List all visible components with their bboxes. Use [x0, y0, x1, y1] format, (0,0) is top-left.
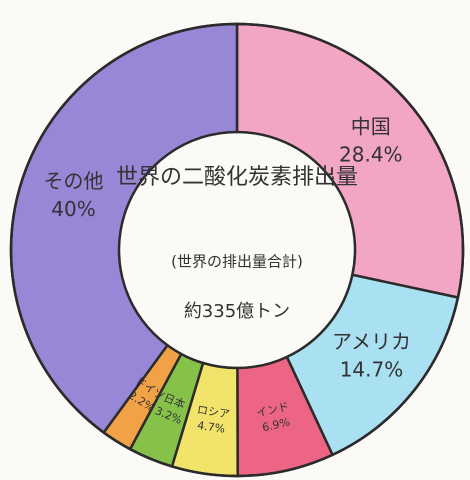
value-label: 28.4%: [339, 142, 403, 166]
value-label: 6.9%: [261, 416, 291, 435]
value-label: 14.7%: [340, 358, 404, 382]
center-total: 約335億トン: [184, 301, 290, 322]
value-label: 40%: [51, 197, 95, 221]
segment-label: その他: [43, 169, 103, 193]
segment-label: 中国: [351, 114, 391, 138]
segment-label: ロシア: [196, 403, 231, 421]
center-title: 世界の二酸化炭素排出量: [116, 165, 358, 190]
segment-label: アメリカ: [332, 330, 411, 354]
value-label: 4.7%: [196, 419, 226, 436]
outer-ring: [9, 22, 465, 478]
center-note: (世界の排出量合計): [171, 253, 303, 271]
